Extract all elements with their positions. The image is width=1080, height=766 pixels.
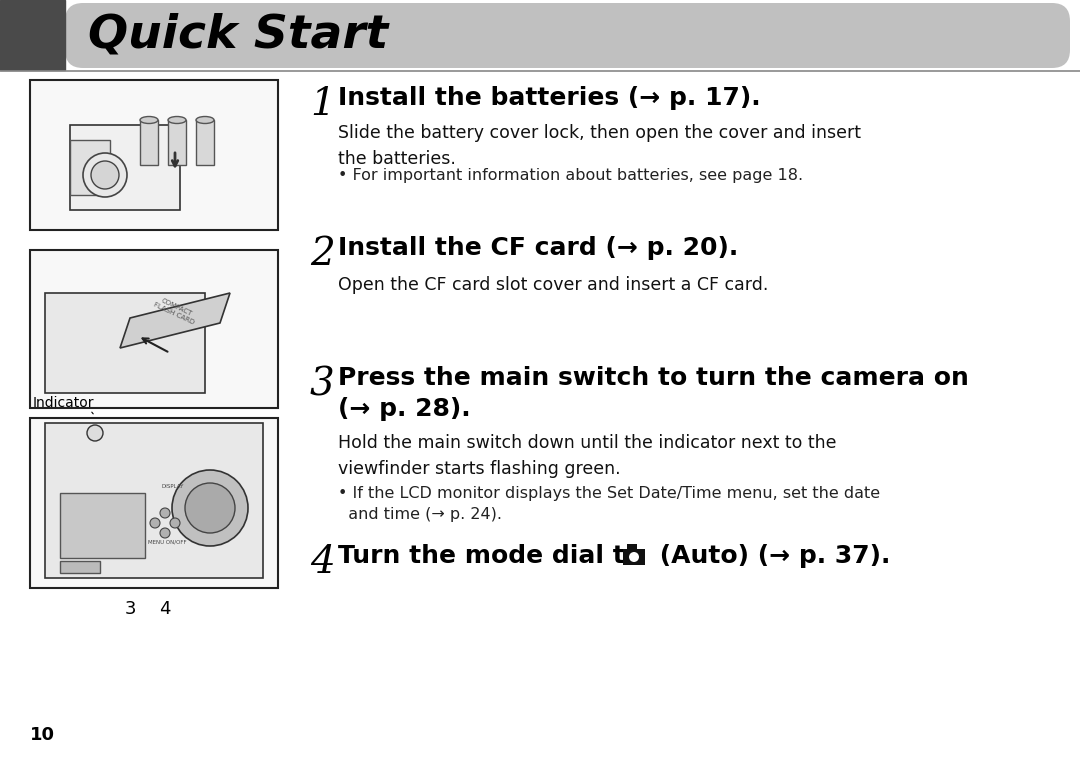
Text: 4: 4 (159, 600, 171, 618)
Circle shape (160, 508, 170, 518)
Bar (60, 561, 100, 573)
Text: Install the CF card (→ p. 20).: Install the CF card (→ p. 20). (338, 236, 739, 260)
Circle shape (629, 552, 639, 562)
Circle shape (160, 528, 170, 538)
Text: 4: 4 (310, 544, 335, 581)
Bar (0, 0, 65, 70)
Bar (70, 125, 180, 210)
Ellipse shape (140, 116, 158, 123)
Circle shape (170, 518, 180, 528)
Text: Hold the main switch down until the indicator next to the
viewfinder starts flas: Hold the main switch down until the indi… (338, 434, 837, 478)
Bar (140, 120, 158, 165)
Bar (623, 549, 645, 565)
Text: Install the batteries (→ p. 17).: Install the batteries (→ p. 17). (338, 86, 760, 110)
Circle shape (87, 425, 103, 441)
Text: 1: 1 (310, 86, 335, 123)
Text: Quick Start: Quick Start (87, 12, 388, 57)
Ellipse shape (195, 116, 214, 123)
Text: 2: 2 (310, 236, 335, 273)
Bar (45, 293, 205, 393)
Text: • If the LCD monitor displays the Set Date/Time menu, set the date
  and time (→: • If the LCD monitor displays the Set Da… (338, 486, 880, 522)
Bar (30, 80, 278, 230)
Text: Indicator: Indicator (33, 396, 95, 410)
Bar (627, 544, 637, 549)
Bar (60, 493, 145, 558)
Circle shape (91, 161, 119, 189)
Bar (195, 120, 214, 165)
Text: 3: 3 (124, 600, 136, 618)
Bar (30, 418, 278, 588)
Text: • For important information about batteries, see page 18.: • For important information about batter… (338, 168, 804, 183)
Circle shape (150, 518, 160, 528)
FancyBboxPatch shape (65, 3, 1070, 68)
Bar (30, 250, 278, 408)
Text: Turn the mode dial to: Turn the mode dial to (338, 544, 651, 568)
Text: Press the main switch to turn the camera on
(→ p. 28).: Press the main switch to turn the camera… (338, 366, 969, 421)
Bar (70, 140, 110, 195)
Ellipse shape (168, 116, 186, 123)
Circle shape (185, 483, 235, 533)
Text: (Auto) (→ p. 37).: (Auto) (→ p. 37). (651, 544, 890, 568)
Polygon shape (120, 293, 230, 348)
Text: 3: 3 (310, 366, 335, 403)
Text: Slide the battery cover lock, then open the cover and insert
the batteries.: Slide the battery cover lock, then open … (338, 124, 861, 168)
Text: COMPACT
FLASH CARD: COMPACT FLASH CARD (152, 295, 198, 326)
Bar (45, 423, 264, 578)
Text: DISPLAY: DISPLAY (162, 484, 185, 489)
Text: 10: 10 (30, 726, 55, 744)
Circle shape (83, 153, 127, 197)
Text: MENU ON/OFF: MENU ON/OFF (148, 539, 187, 544)
Circle shape (172, 470, 248, 546)
Text: Open the CF card slot cover and insert a CF card.: Open the CF card slot cover and insert a… (338, 276, 768, 294)
Bar (168, 120, 186, 165)
